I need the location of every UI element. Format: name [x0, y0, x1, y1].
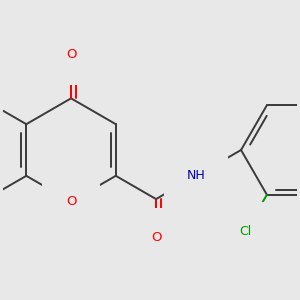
Text: NH: NH — [187, 169, 206, 182]
Text: O: O — [66, 195, 76, 208]
Text: Cl: Cl — [240, 225, 252, 238]
Text: O: O — [151, 231, 161, 244]
Text: O: O — [66, 48, 76, 61]
